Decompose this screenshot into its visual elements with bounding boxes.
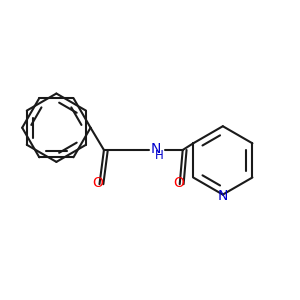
Text: O: O (173, 176, 184, 190)
Text: N: N (151, 142, 161, 155)
Text: H: H (155, 149, 164, 162)
Text: N: N (218, 189, 228, 203)
Text: O: O (92, 176, 104, 190)
